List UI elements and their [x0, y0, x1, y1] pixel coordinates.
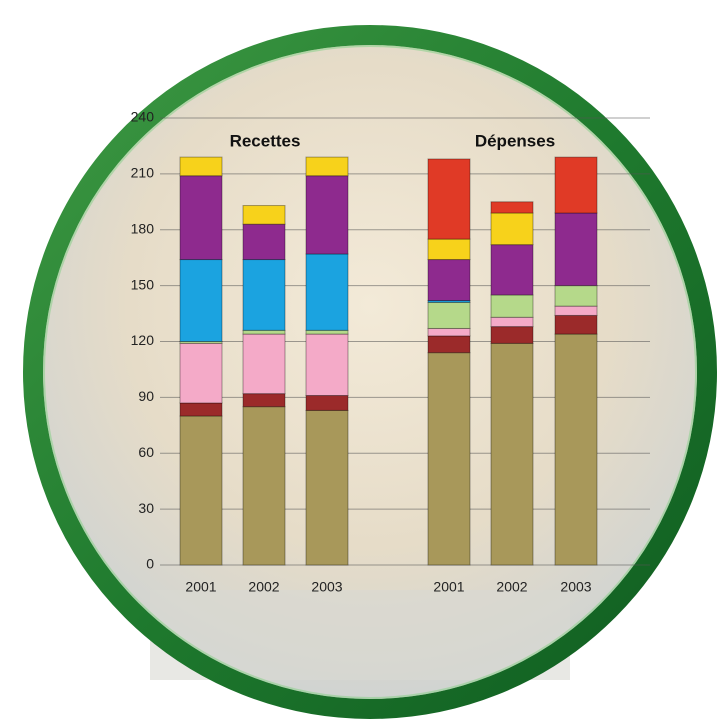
bar-segment	[305, 333, 349, 397]
x-tick-label: 2002	[496, 579, 527, 595]
bar-segment	[427, 352, 471, 566]
bar-segment	[554, 156, 598, 214]
ring-highlight	[43, 45, 697, 699]
bar-segment	[305, 329, 349, 335]
bar-segment	[554, 285, 598, 307]
group-label: Recettes	[230, 131, 301, 150]
x-tick-label: 2002	[248, 579, 279, 595]
bar-segment	[179, 259, 223, 342]
bar-segment	[305, 156, 349, 177]
bar-segment	[490, 316, 534, 328]
bar-segment	[242, 393, 286, 408]
y-tick-label: 210	[131, 165, 155, 181]
x-tick-label: 2001	[185, 579, 216, 595]
bar-segment	[242, 406, 286, 566]
y-tick-label: 150	[131, 276, 155, 292]
bar-segment	[305, 395, 349, 411]
bar-segment	[242, 259, 286, 331]
x-tick-label: 2001	[433, 579, 464, 595]
ring	[23, 25, 717, 719]
bar-segment	[242, 329, 286, 335]
y-tick-label: 240	[131, 109, 155, 125]
bar-segment	[179, 342, 223, 404]
bar-segment	[179, 415, 223, 566]
bar-segment	[490, 212, 534, 246]
bar-segment	[427, 158, 471, 240]
bar-segment	[427, 259, 471, 302]
bar-segment	[490, 294, 534, 318]
y-tick-label: 30	[138, 500, 154, 516]
bar-segment	[305, 409, 349, 566]
bar-segment	[554, 305, 598, 316]
bar-segment	[490, 326, 534, 344]
x-tick-label: 2003	[560, 579, 591, 595]
bar-segment	[305, 253, 349, 331]
bar-segment	[554, 212, 598, 287]
bar-segment	[490, 201, 534, 214]
bar-segment	[305, 175, 349, 255]
y-tick-label: 0	[146, 556, 154, 572]
bar-segment	[427, 301, 471, 329]
bar-segment	[427, 327, 471, 337]
x-tick-label: 2003	[311, 579, 342, 595]
y-tick-label: 90	[138, 388, 154, 404]
bar-segment	[427, 238, 471, 261]
bar-segment	[242, 333, 286, 395]
y-tick-label: 120	[131, 332, 155, 348]
bar-segment	[554, 314, 598, 335]
bar-segment	[179, 175, 223, 261]
bar-segment	[179, 156, 223, 177]
bar-segment	[490, 244, 534, 296]
group-label: Dépenses	[475, 131, 555, 150]
y-tick-label: 60	[138, 444, 154, 460]
bar-segment	[490, 342, 534, 566]
bar-segment	[427, 335, 471, 354]
bar-segment	[242, 205, 286, 225]
bar-segment	[242, 223, 286, 261]
bar-segment	[179, 402, 223, 417]
y-tick-label: 180	[131, 220, 155, 236]
bar-segment	[554, 333, 598, 566]
